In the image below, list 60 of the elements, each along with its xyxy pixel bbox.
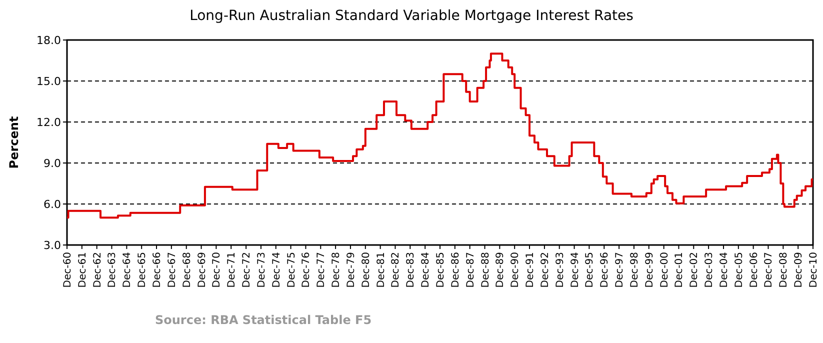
x-tick-label: Dec-60 [62, 252, 74, 288]
x-tick-label: Dec-77 [316, 252, 328, 288]
x-tick-label: Dec-80 [360, 252, 372, 288]
x-tick-label: Dec-68 [182, 252, 193, 288]
source-note: Source: RBA Statistical Table F5 [155, 313, 372, 327]
x-tick-label: Dec-10 [808, 252, 820, 288]
x-tick-label: Dec-06 [748, 252, 760, 288]
x-tick-label: Dec-84 [420, 252, 432, 288]
y-tick-label: 9.0 [44, 156, 61, 170]
x-tick-label: Dec-69 [196, 252, 208, 288]
x-tick-label: Dec-63 [107, 252, 118, 288]
x-tick-label: Dec-94 [570, 252, 581, 288]
x-tick-label: Dec-98 [629, 252, 640, 288]
x-tick-label: Dec-97 [614, 252, 626, 288]
x-tick-label: Dec-74 [271, 252, 282, 288]
x-tick-label: Dec-87 [465, 252, 476, 288]
y-tick-label: 3.0 [44, 238, 61, 252]
x-tick-label: Dec-07 [764, 252, 775, 288]
x-tick-label: Dec-70 [212, 252, 223, 288]
x-tick-label: Dec-61 [77, 252, 88, 288]
x-tick-label: Dec-76 [301, 252, 312, 288]
y-axis-title: Percent [7, 116, 21, 169]
x-tick-label: Dec-79 [346, 252, 357, 288]
x-tick-label: Dec-02 [689, 252, 700, 288]
x-tick-label: Dec-93 [554, 252, 566, 288]
x-tick-label: Dec-64 [122, 252, 134, 288]
x-tick-label: Dec-72 [242, 252, 253, 288]
x-tick-label: Dec-90 [510, 252, 522, 288]
x-tick-label: Dec-03 [704, 252, 716, 288]
x-tick-label: Dec-81 [376, 252, 387, 288]
x-tick-label: Dec-89 [495, 252, 506, 288]
x-tick-label: Dec-85 [436, 252, 446, 288]
x-tick-label: Dec-66 [152, 252, 163, 288]
x-tick-label: Dec-83 [406, 252, 417, 288]
x-tick-label: Dec-71 [226, 252, 238, 288]
x-tick-label: Dec-00 [659, 252, 670, 288]
x-tick-label: Dec-99 [644, 252, 656, 288]
x-tick-label: Dec-62 [92, 252, 104, 288]
x-tick-label: Dec-75 [286, 252, 298, 288]
x-tick-label: Dec-96 [600, 252, 611, 288]
x-tick-label: Dec-86 [450, 252, 462, 288]
chart-title: Long-Run Australian Standard Variable Mortgage Interest Rates [190, 8, 634, 24]
y-tick-label: 18.0 [36, 34, 61, 47]
x-tick-label: Dec-65 [137, 252, 148, 288]
x-tick-label: Dec-73 [256, 252, 268, 288]
x-tick-label: Dec-82 [390, 252, 402, 288]
x-tick-label: Dec-78 [331, 252, 342, 288]
x-tick-label: Dec-88 [480, 252, 492, 288]
x-tick-label: Dec-05 [734, 252, 745, 288]
x-tick-label: Dec-67 [166, 252, 178, 288]
y-tick-label: 6.0 [44, 198, 61, 211]
x-tick-label: Dec-09 [794, 252, 805, 288]
y-tick-label: 15.0 [36, 74, 61, 88]
x-tick-label: Dec-92 [540, 252, 551, 288]
x-tick-label: Dec-91 [525, 252, 536, 288]
x-tick-label: Dec-95 [584, 252, 596, 288]
x-tick-label: Dec-04 [719, 252, 730, 288]
y-tick-label: 12.0 [36, 116, 61, 129]
x-tick-label: Dec-01 [674, 252, 686, 288]
x-tick-label: Dec-08 [778, 252, 790, 288]
